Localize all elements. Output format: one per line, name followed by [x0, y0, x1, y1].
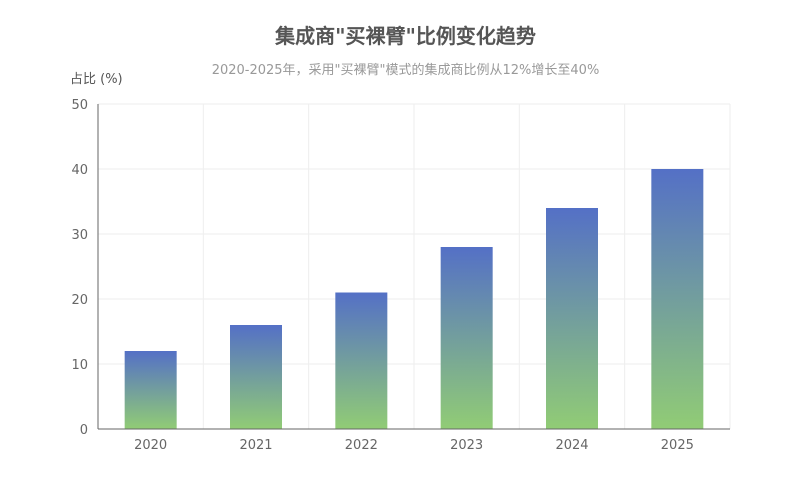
y-tick-label: 0	[80, 423, 88, 438]
tick-labels: 0 10 20 30 40 50 2020 2021 2022 2023 2024 2025	[71, 98, 693, 453]
y-tick-label: 20	[71, 293, 88, 308]
chart-title: 集成商"买裸臂"比例变化趋势	[275, 24, 536, 48]
bar-2022	[335, 292, 388, 429]
bar-2025	[651, 169, 704, 429]
x-tick-label: 2025	[661, 438, 694, 453]
y-tick-label: 30	[71, 228, 88, 243]
chart-subtitle: 2020-2025年，采用"买裸臂"模式的集成商比例从12%增长至40%	[211, 63, 600, 78]
x-tick-label: 2024	[555, 438, 588, 453]
axes	[97, 104, 730, 430]
x-tick-label: 2020	[134, 438, 167, 453]
y-tick-label: 40	[71, 163, 88, 178]
y-axis-label: 占比 (%)	[70, 72, 123, 87]
bars	[124, 169, 704, 429]
x-tick-label: 2023	[450, 438, 483, 453]
grid-lines	[98, 103, 731, 429]
y-tick-label: 10	[71, 358, 88, 373]
bar-2020	[124, 351, 177, 429]
bar-2021	[230, 325, 282, 429]
bar-2024	[546, 208, 598, 429]
x-tick-label: 2021	[239, 438, 272, 453]
bar-2023	[440, 247, 493, 429]
x-tick-label: 2022	[345, 438, 378, 453]
y-tick-label: 50	[71, 98, 88, 113]
